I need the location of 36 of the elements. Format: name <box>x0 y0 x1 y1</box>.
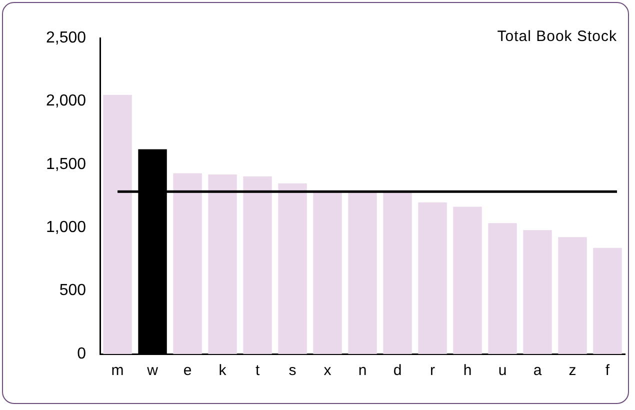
x-tick-label: w <box>146 362 158 380</box>
y-tick-label: 1,500 <box>46 156 86 173</box>
y-tick-label: 500 <box>59 282 86 300</box>
x-tick-label: k <box>218 362 227 380</box>
x-tick-label: u <box>498 362 507 380</box>
y-tick-label: 1,000 <box>46 219 86 236</box>
x-tick-label: e <box>183 362 192 380</box>
x-tick-label: f <box>605 362 610 380</box>
y-tick-label: 2,500 <box>46 29 86 46</box>
y-tick-label: 2,000 <box>46 92 86 110</box>
bar <box>313 192 342 354</box>
x-tick-label: z <box>568 362 576 380</box>
bar <box>383 192 412 354</box>
x-tick-label: h <box>463 362 472 380</box>
bar <box>243 176 272 354</box>
bar <box>488 223 517 354</box>
bar <box>523 230 552 354</box>
x-tick-label: n <box>358 362 367 380</box>
x-tick-label: t <box>255 362 260 380</box>
bar <box>593 248 622 354</box>
x-tick-label: a <box>533 362 542 380</box>
bar <box>208 174 237 354</box>
bar <box>278 183 307 354</box>
chart-title: Total Book Stock <box>497 28 617 45</box>
bar <box>103 94 132 354</box>
x-tick-label: s <box>288 362 296 380</box>
x-tick-label: m <box>111 362 124 380</box>
y-tick-label: 0 <box>77 345 86 362</box>
x-tick-label: r <box>430 362 436 380</box>
x-tick-label: x <box>324 362 332 380</box>
x-tick-label: d <box>393 362 402 380</box>
bar <box>348 192 377 354</box>
bar <box>173 173 202 354</box>
bar <box>558 237 587 354</box>
bar <box>418 202 447 354</box>
bar <box>453 206 482 354</box>
